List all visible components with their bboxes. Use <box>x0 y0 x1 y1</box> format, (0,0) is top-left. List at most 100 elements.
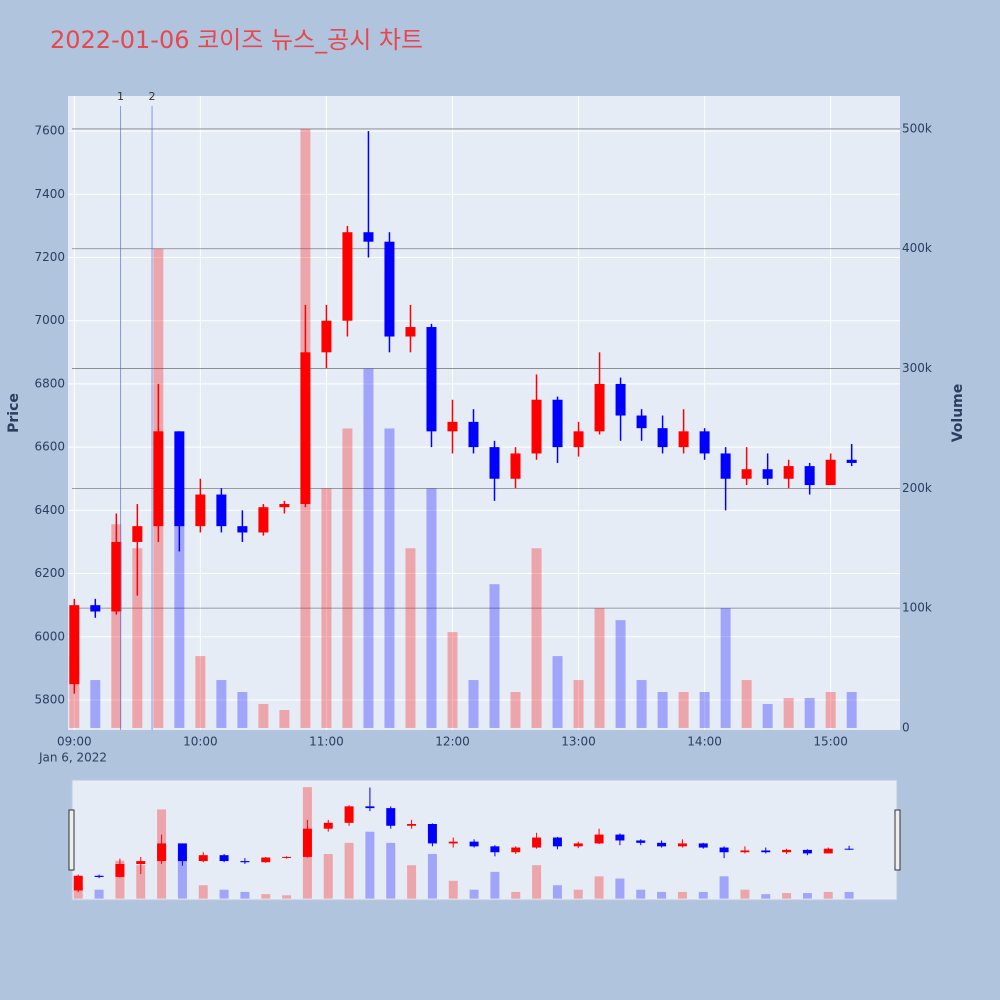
mini-candle-body <box>677 843 687 847</box>
y-tick-label: 7600 <box>34 124 65 138</box>
candle-body <box>195 494 206 527</box>
y-tick-label: 5800 <box>34 692 65 706</box>
mini-volume-bar <box>115 860 125 899</box>
volume-bar <box>636 680 647 728</box>
y-tick-label: 6800 <box>34 376 65 390</box>
mini-candle-body <box>427 824 437 844</box>
mini-volume-bar <box>136 865 146 899</box>
range-slider[interactable] <box>71 779 898 901</box>
mini-volume-bar <box>552 885 562 899</box>
candle-body <box>342 232 353 321</box>
x-tick-label: 09:00 <box>57 735 92 749</box>
x-tick-label: 13:00 <box>561 735 596 749</box>
mini-candle-body <box>323 822 333 829</box>
volume-bar <box>195 656 206 728</box>
volume-bar <box>363 368 374 728</box>
mini-volume-bar <box>823 891 833 899</box>
range-handle[interactable] <box>894 809 901 871</box>
candle-body <box>468 421 479 448</box>
candle-body <box>594 383 605 432</box>
mini-volume-bar <box>427 854 437 899</box>
mini-candle-body <box>823 848 833 854</box>
candle-body <box>762 469 773 479</box>
candle-body <box>321 320 332 353</box>
mini-candle-body <box>532 837 542 848</box>
volume-bar <box>342 428 353 728</box>
candle-body <box>300 352 311 505</box>
candle-body <box>426 327 437 432</box>
candle-body <box>447 421 458 432</box>
volume-bar <box>405 548 416 728</box>
y2-tick-label: 500k <box>902 121 932 135</box>
mini-candle-body <box>448 841 458 844</box>
x-tick-label: 12:00 <box>435 735 470 749</box>
candle-body <box>825 459 836 486</box>
volume-bar <box>573 680 584 728</box>
plot-area <box>68 96 900 730</box>
mini-volume-bar <box>323 854 333 899</box>
y-tick-label: 6200 <box>34 566 65 580</box>
volume-bar <box>174 488 185 728</box>
mini-candle-body <box>73 875 83 891</box>
mini-volume-bar <box>782 893 792 899</box>
mini-volume-bar <box>177 854 187 899</box>
mini-candle-body <box>657 842 667 847</box>
mini-candle-body <box>844 848 854 850</box>
mini-volume-bar <box>844 891 854 899</box>
volume-bar <box>468 680 479 728</box>
mini-candle-body <box>636 840 646 843</box>
mini-volume-bar <box>677 891 687 899</box>
mini-candle-body <box>136 861 146 864</box>
candle-body <box>279 504 290 508</box>
candle-body <box>69 605 80 685</box>
volume-bar <box>762 704 773 728</box>
candle-body <box>657 428 668 448</box>
y-axis-title: Price <box>6 393 22 433</box>
volume-bar <box>384 428 395 728</box>
mini-volume-bar <box>802 893 812 899</box>
volume-bar <box>846 692 857 728</box>
volume-bar <box>426 488 437 728</box>
candle-body <box>636 415 647 429</box>
mini-candle-body <box>719 847 729 853</box>
mini-volume-bar <box>740 889 750 899</box>
candle-body <box>846 459 857 463</box>
mini-volume-bar <box>261 894 271 899</box>
mini-volume-bar <box>94 889 104 899</box>
mini-volume-bar <box>386 842 396 899</box>
mini-volume-bar <box>365 831 375 899</box>
volume-bar <box>489 584 500 728</box>
candle-body <box>216 494 227 527</box>
mini-volume-bar <box>407 865 417 899</box>
y2-tick-label: 300k <box>902 361 932 375</box>
candle-body <box>237 526 248 533</box>
y2-tick-label: 0 <box>902 720 910 734</box>
mini-volume-bar <box>511 891 521 899</box>
mini-volume-bar <box>636 889 646 899</box>
mini-candle-body <box>240 861 250 863</box>
mini-candle-body <box>552 837 562 847</box>
mini-volume-bar <box>615 878 625 899</box>
volume-bar <box>699 692 710 728</box>
mini-volume-bar <box>698 891 708 899</box>
mini-candle-body <box>282 856 292 858</box>
volume-bar <box>132 548 143 728</box>
mini-candle-body <box>157 843 167 862</box>
candle-body <box>615 383 626 416</box>
x-tick-label: 11:00 <box>309 735 344 749</box>
candle-body <box>258 507 269 533</box>
range-handle[interactable] <box>68 809 75 871</box>
mini-candle-body <box>365 806 375 809</box>
candle-body <box>489 447 500 479</box>
candle-body <box>132 526 143 542</box>
y-tick-label: 7200 <box>34 250 65 264</box>
mini-volume-bar <box>469 889 479 899</box>
volume-bar <box>258 704 269 728</box>
candle-body <box>510 453 521 479</box>
volume-bar <box>783 698 794 728</box>
annotation-label: 2 <box>149 90 156 103</box>
volume-bar <box>447 632 458 728</box>
volume-bar <box>615 620 626 728</box>
volume-bar <box>321 488 332 728</box>
candle-body <box>741 469 752 479</box>
